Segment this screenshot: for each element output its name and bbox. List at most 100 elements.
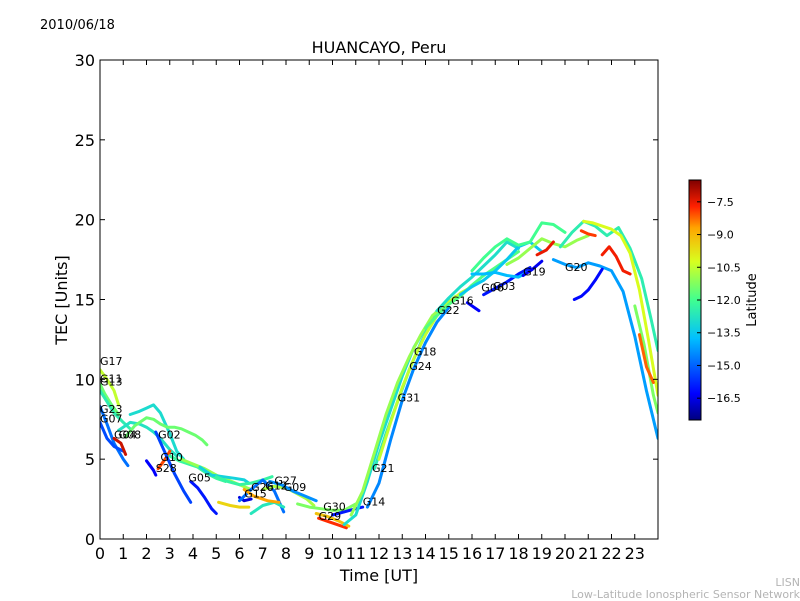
tec-series-g21 [242, 488, 281, 504]
x-tick-label: 12 [369, 544, 389, 563]
tec-series-g02b [124, 416, 209, 447]
x-tick-label: 11 [346, 544, 366, 563]
satellite-label: G16 [451, 294, 474, 307]
y-tick-label: 15 [75, 291, 95, 310]
x-tick-label: 17 [485, 544, 505, 563]
tec-series-g05 [154, 430, 193, 504]
colorbar-tick-label: −9.0 [707, 229, 734, 242]
tec-series-g20 [551, 258, 658, 440]
tec-series-g02a [128, 403, 186, 461]
y-tick-label: 10 [75, 370, 95, 389]
satellite-label: G07 [100, 412, 123, 425]
tec-series-g19 [521, 259, 544, 277]
colorbar-tick-label: −12.0 [707, 294, 741, 307]
date-label: 2010/06/18 [40, 18, 115, 33]
tec-series-g29 [317, 516, 348, 530]
x-tick-label: 20 [555, 544, 575, 563]
satellite-label: G30 [323, 500, 346, 513]
tec-series-g28 [579, 229, 597, 238]
y-tick-label: 20 [75, 211, 95, 230]
x-axis: 0 1 2 3 4 5 6 7 8 9 10 11 12 13 14 15 16 17 18 19 20 21 22 23 [95, 60, 645, 563]
x-tick-label: 22 [601, 544, 621, 563]
tec-series-g31 [365, 306, 451, 509]
x-tick-label: 10 [322, 544, 342, 563]
y-tick-label: 30 [75, 51, 95, 70]
y-axis-label: TEC [Units] [52, 255, 71, 346]
satellite-label: G05 [188, 472, 211, 485]
tec-series-g01 [198, 465, 251, 485]
x-tick-label: 2 [141, 544, 151, 563]
satellite-label: G27 [274, 475, 297, 488]
colorbar-tick-label: −7.5 [707, 196, 734, 209]
tec-series-g18 [377, 285, 474, 461]
satellite-label: G17 [100, 355, 123, 368]
tec-series-g18b [637, 333, 655, 384]
colorbar-tick-label: −15.0 [707, 359, 741, 372]
tec-series-g16 [435, 240, 520, 313]
satellite-label: G20 [565, 261, 588, 274]
satellite-label: G11 [100, 373, 123, 386]
satellite-label: G26 [251, 481, 274, 494]
x-tick-label: 9 [304, 544, 314, 563]
tec-series-g12 [249, 500, 286, 515]
tec-series-g06b [465, 301, 481, 313]
satellite-label: G10 [160, 451, 183, 464]
x-tick-label: 0 [95, 544, 105, 563]
tec-series-g19b [470, 221, 567, 273]
satellite-label: G09 [284, 481, 307, 494]
data-layer [100, 219, 658, 530]
x-tick-label: 6 [234, 544, 244, 563]
satellite-label: G19 [523, 266, 546, 279]
satellite-label: G24 [409, 360, 432, 373]
x-tick-label: 14 [415, 544, 435, 563]
satellite-label: G29 [319, 510, 342, 523]
satellite-label: G18 [414, 345, 437, 358]
x-tick-label: 8 [281, 544, 291, 563]
tec-series-g32 [582, 219, 658, 397]
satellite-label: G04 [114, 428, 137, 441]
tec-series-g05b [189, 480, 218, 515]
x-tick-label: 21 [578, 544, 598, 563]
tec-series-g21b [349, 294, 458, 517]
x-tick-label: 16 [462, 544, 482, 563]
x-tick-label: 23 [625, 544, 645, 563]
tec-series-g01b [572, 267, 604, 301]
x-tick-label: 7 [258, 544, 268, 563]
tec-series-g17 [100, 368, 121, 407]
footer-lisn: LISN [775, 576, 800, 589]
chart-title: HUANCAYO, Peru [312, 38, 447, 57]
satellite-label: S28 [156, 462, 177, 475]
colorbar-ticks: −7.5 −9.0 −10.5 −12.0 −13.5 −15.0 −16.5 [697, 196, 741, 405]
satellite-label: G23 [100, 403, 123, 416]
satellite-label: G06 [481, 282, 504, 295]
tec-series-g11 [100, 382, 121, 416]
satellite-label: G14 [363, 496, 386, 509]
satellite-label: G12 [265, 480, 288, 493]
tec-series-g32b [600, 245, 632, 276]
colorbar-tick-label: −13.5 [707, 327, 741, 340]
y-tick-label: 25 [75, 131, 95, 150]
colorbar-tick-label: −16.5 [707, 392, 741, 405]
x-tick-label: 19 [532, 544, 552, 563]
tec-series-g03 [482, 266, 532, 297]
satellite-label: G13 [100, 376, 123, 389]
satellite-label: G08 [119, 428, 142, 441]
tec-series-g07 [100, 420, 125, 453]
tec-series-g30 [296, 502, 358, 512]
y-tick-label: 0 [85, 530, 95, 549]
tec-series-g09b [268, 480, 318, 503]
x-tick-label: 15 [439, 544, 459, 563]
satellite-label: G02 [158, 428, 181, 441]
tec-series-g15 [217, 500, 251, 509]
tec-series-g04 [112, 436, 128, 456]
tec-series-g25 [535, 240, 555, 257]
tec-series-g08 [117, 420, 179, 458]
footer-network: Low-Latitude Ionospheric Sensor Network [571, 588, 800, 601]
satellite-label: G22 [437, 304, 460, 317]
x-axis-label: Time [UT] [339, 566, 418, 585]
satellite-label: G15 [244, 488, 267, 501]
x-tick-label: 4 [188, 544, 198, 563]
tec-series-g08b [505, 234, 590, 266]
